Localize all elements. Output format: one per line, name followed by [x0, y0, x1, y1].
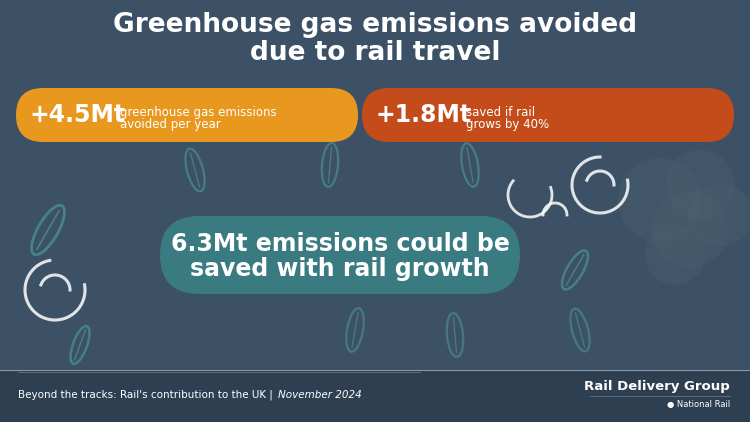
Text: saved if rail: saved if rail — [466, 106, 536, 119]
Bar — [0, 370, 750, 422]
Text: grows by 40%: grows by 40% — [466, 118, 549, 131]
Text: avoided per year: avoided per year — [120, 118, 220, 131]
Text: +1.8Mt: +1.8Mt — [376, 103, 472, 127]
Text: Beyond the tracks: Rail's contribution to the UK: Beyond the tracks: Rail's contribution t… — [18, 390, 266, 400]
FancyBboxPatch shape — [160, 216, 520, 294]
Text: Rail Delivery Group: Rail Delivery Group — [584, 380, 730, 393]
FancyBboxPatch shape — [362, 88, 734, 142]
Ellipse shape — [688, 183, 750, 247]
Ellipse shape — [645, 225, 705, 285]
Ellipse shape — [618, 158, 702, 242]
Text: ● National Rail: ● National Rail — [667, 400, 730, 409]
Ellipse shape — [665, 150, 735, 220]
Text: 6.3Mt emissions could be: 6.3Mt emissions could be — [170, 232, 509, 256]
Text: +4.5Mt: +4.5Mt — [30, 103, 126, 127]
Text: Greenhouse gas emissions avoided: Greenhouse gas emissions avoided — [113, 12, 637, 38]
FancyBboxPatch shape — [16, 88, 358, 142]
Text: due to rail travel: due to rail travel — [250, 40, 500, 66]
Text: greenhouse gas emissions: greenhouse gas emissions — [120, 106, 277, 119]
Text: November 2024: November 2024 — [278, 390, 362, 400]
Text: |: | — [266, 390, 276, 400]
Ellipse shape — [652, 192, 728, 268]
Text: saved with rail growth: saved with rail growth — [190, 257, 490, 281]
